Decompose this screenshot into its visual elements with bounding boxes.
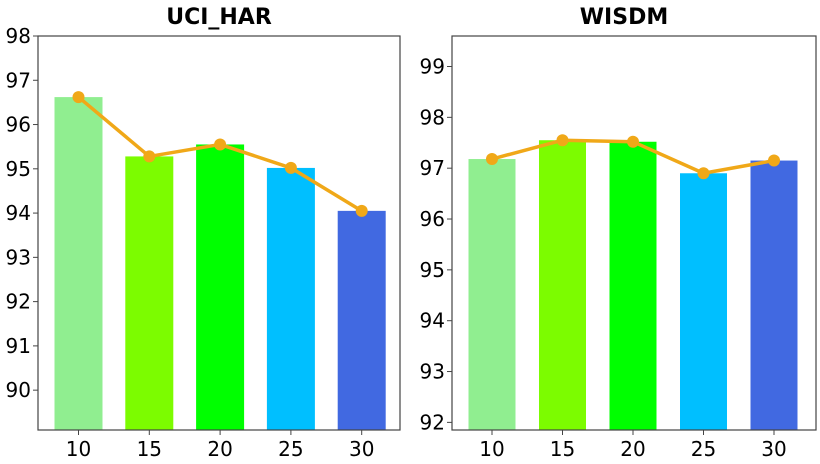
plot-frame (451, 35, 817, 431)
bar-10 (54, 97, 103, 430)
y-tick-label: 94 (420, 309, 445, 333)
y-tick-label: 95 (420, 258, 445, 282)
x-tick-label: 25 (278, 437, 303, 461)
y-tick-label: 96 (420, 207, 445, 231)
line-point-30 (355, 204, 368, 217)
y-tick-label: 90 (6, 378, 31, 402)
x-tick-label: 20 (620, 437, 645, 461)
y-tick-label: 92 (6, 290, 31, 314)
bar-15 (125, 156, 174, 430)
line-point-20 (214, 138, 227, 151)
bar-30 (750, 160, 798, 430)
line-point-30 (768, 154, 780, 167)
y-tick-label: 92 (420, 410, 445, 434)
bar-10 (468, 159, 516, 431)
y-tick-label: 99 (420, 55, 445, 79)
line-point-20 (627, 135, 639, 148)
y-tick-label: 91 (6, 334, 31, 358)
y-tick-label: 95 (6, 157, 31, 181)
y-tick-label: 98 (420, 105, 445, 129)
x-tick-label: 25 (691, 437, 716, 461)
line-point-25 (284, 161, 297, 174)
bar-25 (680, 173, 727, 430)
line-point-10 (72, 91, 85, 104)
y-tick-label: 96 (6, 113, 31, 137)
x-tick-label: 30 (349, 437, 374, 461)
bar-20 (196, 144, 245, 430)
x-tick-label: 20 (207, 437, 232, 461)
plot-frame (37, 35, 401, 431)
line-point-25 (697, 167, 710, 180)
x-tick-label: 15 (137, 437, 162, 461)
x-tick-label: 30 (761, 437, 786, 461)
chart-title: UCI_HAR (166, 5, 272, 30)
y-tick-label: 93 (420, 360, 445, 384)
chart-wisdm: WISDM 92 93 94 95 96 97 98 99 10 15 20 25 30 (420, 5, 817, 461)
bar-30 (337, 210, 386, 430)
bar-20 (609, 141, 657, 431)
y-tick-label: 94 (6, 201, 31, 225)
line-point-15 (556, 134, 569, 147)
x-tick-label: 10 (479, 437, 504, 461)
bar-25 (266, 167, 315, 431)
chart-title: WISDM (580, 5, 668, 30)
line-point-15 (143, 150, 156, 163)
y-tick-label: 97 (6, 68, 31, 92)
bar-15 (539, 140, 586, 430)
line-point-10 (486, 153, 498, 166)
chart-uci-har: UCI_HAR 90 91 92 93 94 95 96 97 98 10 15 20 25 30 (6, 5, 401, 461)
y-tick-label: 97 (420, 156, 445, 180)
x-tick-label: 15 (550, 437, 575, 461)
y-tick-label: 93 (6, 245, 31, 269)
y-tick-label: 98 (6, 24, 31, 48)
x-tick-label: 10 (66, 437, 91, 461)
